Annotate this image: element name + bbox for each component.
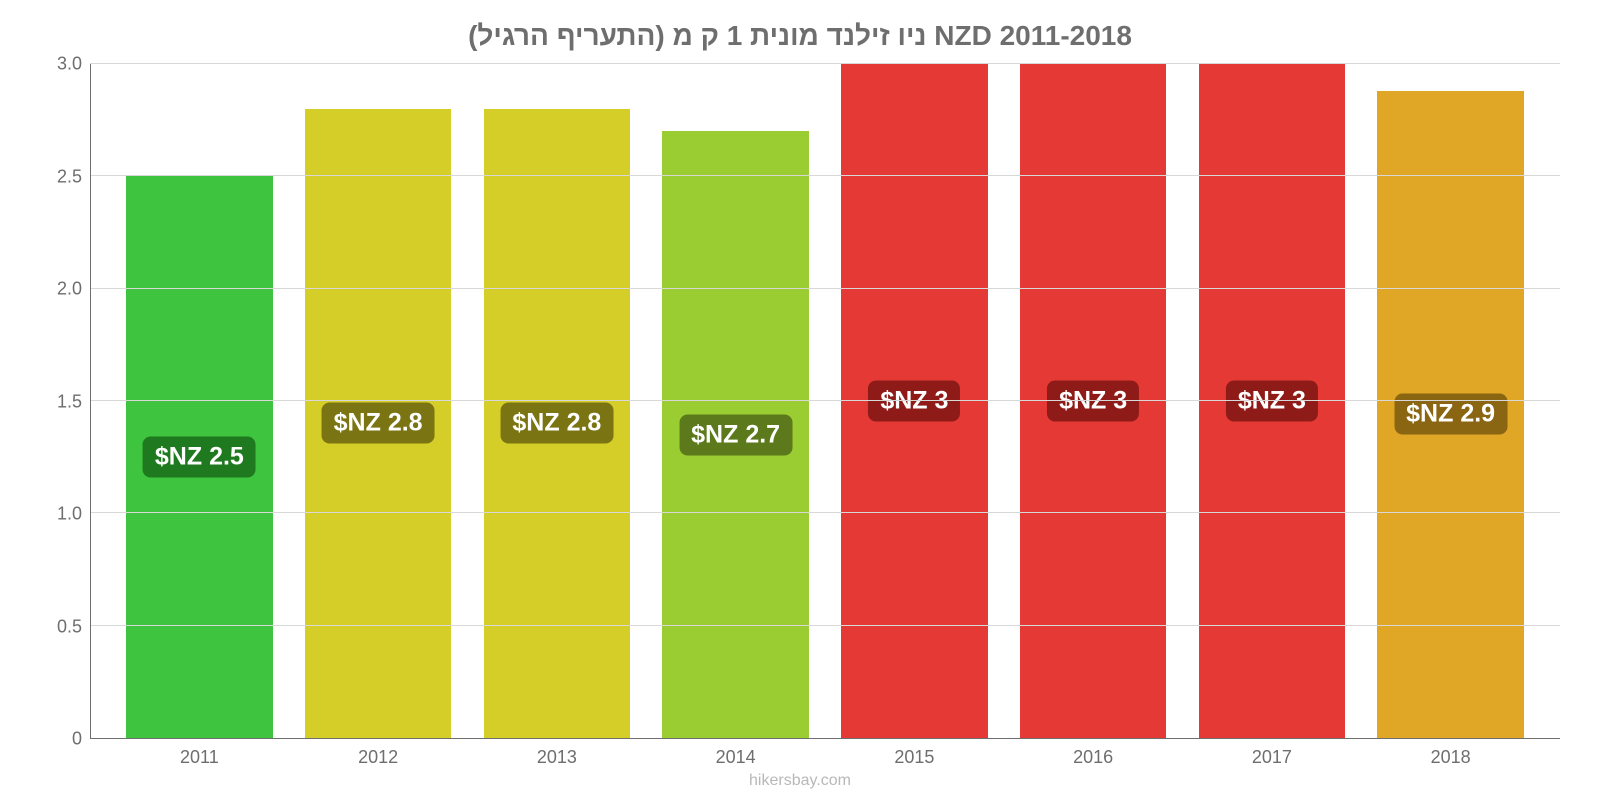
bars-container: $NZ 2.5 $NZ 2.8 $NZ 2.8 $NZ 2.7 $NZ 3 $NZ 3 $N…: [90, 64, 1560, 738]
bar-slot: $NZ 3: [825, 64, 1004, 738]
bar-value-label: $NZ 3: [868, 381, 960, 422]
bar-slot: $NZ 3: [1004, 64, 1183, 738]
bar-value-label: $NZ 2.5: [143, 437, 256, 478]
bar-slot: $NZ 3: [1183, 64, 1362, 738]
attribution: hikersbay.com: [40, 772, 1560, 790]
x-labels: 20112012201320142015201620172018: [90, 747, 1560, 768]
y-tick-label: 1.0: [42, 504, 82, 525]
bar-slot: $NZ 2.8: [289, 64, 468, 738]
y-tick-label: 2.5: [42, 166, 82, 187]
y-tick-label: 2.0: [42, 279, 82, 300]
gridline: [90, 512, 1560, 513]
gridline: [90, 288, 1560, 289]
bar-slot: $NZ 2.5: [110, 64, 289, 738]
bar-slot: $NZ 2.8: [468, 64, 647, 738]
x-tick-label: 2013: [468, 747, 647, 768]
gridline: [90, 63, 1560, 64]
gridline: [90, 175, 1560, 176]
bar-value-label: $NZ 3: [1226, 381, 1318, 422]
bar: $NZ 2.8: [484, 109, 631, 738]
bar: $NZ 2.9: [1377, 91, 1524, 738]
bar-slot: $NZ 2.7: [646, 64, 825, 738]
bar: $NZ 2.7: [662, 131, 809, 738]
y-tick-label: 0: [42, 729, 82, 750]
y-tick-label: 0.5: [42, 616, 82, 637]
y-tick-label: 3.0: [42, 54, 82, 75]
gridline: [90, 625, 1560, 626]
x-axis: 20112012201320142015201620172018: [40, 747, 1560, 768]
bar: $NZ 3: [1199, 64, 1346, 738]
y-axis: 00.51.01.52.02.53.0: [40, 64, 90, 739]
bar-slot: $NZ 2.9: [1361, 64, 1540, 738]
bar-value-label: $NZ 2.7: [679, 414, 792, 455]
x-tick-label: 2014: [646, 747, 825, 768]
gridline: [90, 400, 1560, 401]
y-axis-line: [90, 64, 91, 738]
x-tick-label: 2017: [1183, 747, 1362, 768]
bar: $NZ 2.8: [305, 109, 452, 738]
x-tick-label: 2016: [1004, 747, 1183, 768]
x-tick-label: 2011: [110, 747, 289, 768]
plot-area: $NZ 2.5 $NZ 2.8 $NZ 2.8 $NZ 2.7 $NZ 3 $NZ 3 $N…: [90, 64, 1560, 739]
chart-title: ניו זילנד מונית 1 ק מ (התעריף הרגיל) NZD…: [40, 20, 1560, 52]
bar: $NZ 2.5: [126, 176, 273, 738]
x-tick-label: 2012: [289, 747, 468, 768]
x-tick-label: 2015: [825, 747, 1004, 768]
x-tick-label: 2018: [1361, 747, 1540, 768]
bar-value-label: $NZ 3: [1047, 381, 1139, 422]
chart-area: 00.51.01.52.02.53.0 $NZ 2.5$NZ 2.8$NZ 2.…: [40, 64, 1560, 739]
bar: $NZ 3: [841, 64, 988, 738]
y-tick-label: 1.5: [42, 391, 82, 412]
bar: $NZ 3: [1020, 64, 1167, 738]
bar-value-label: $NZ 2.8: [322, 403, 435, 444]
bar-value-label: $NZ 2.8: [500, 403, 613, 444]
